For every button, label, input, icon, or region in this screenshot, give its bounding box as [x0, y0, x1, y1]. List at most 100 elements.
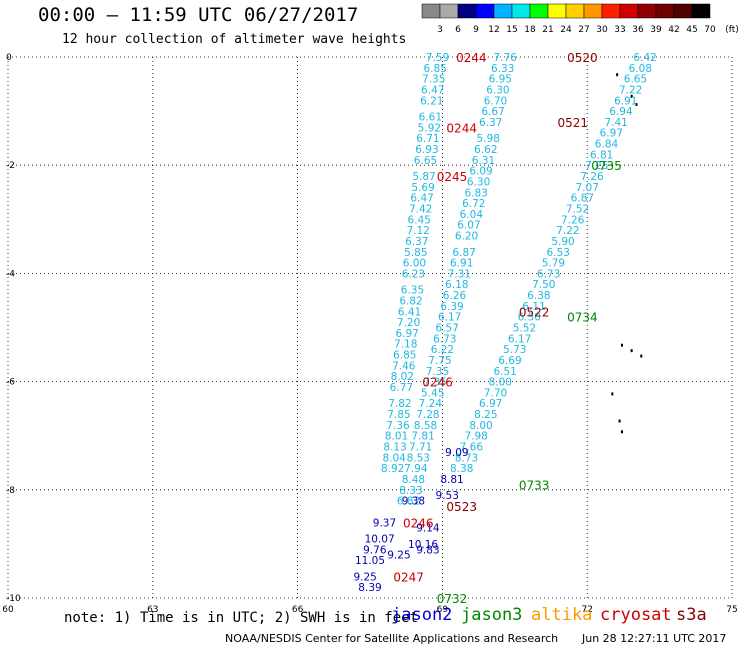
swh-value-label: 6.00: [403, 258, 426, 270]
colorbar-label: 39: [650, 25, 662, 35]
chart-title: 00:00 – 11:59 UTC 06/27/2017: [38, 4, 359, 26]
swh-value-label: 8.00: [489, 377, 512, 389]
swh-value-label: 7.81: [411, 431, 434, 443]
colorbar-label: 15: [506, 25, 517, 35]
swh-value-label: 7.82: [388, 398, 411, 410]
colorbar-label: 24: [560, 25, 572, 35]
swh-value-label: 6.82: [399, 295, 422, 307]
swh-value-label: 6.47: [410, 193, 433, 205]
swh-value-label: 6.53: [547, 247, 570, 259]
swh-value-label: 6.67: [481, 106, 504, 118]
swh-value-label: 7.26: [580, 171, 604, 183]
swh-value-label: 7.75: [428, 355, 451, 367]
swh-value-label: 6.65: [414, 155, 437, 167]
swh-value-label: 7.71: [409, 442, 432, 454]
colorbar-label: 3: [437, 25, 443, 35]
swh-value-label: 5.69: [411, 182, 434, 194]
pass-time-label: 0520: [567, 51, 598, 65]
pass-time-label: 0523: [446, 500, 477, 514]
swh-value-label: 7.41: [604, 117, 627, 129]
swh-value-label: 7.26: [561, 214, 585, 226]
colorbar-label: 12: [488, 25, 499, 35]
colorbar-label: (ft): [725, 25, 739, 35]
swh-value-label: 6.97: [395, 328, 418, 340]
colorbar-swatch: [691, 3, 711, 19]
colorbar-label: 36: [632, 25, 644, 35]
x-tick-label: 72: [581, 605, 592, 615]
swh-value-label: 6.91: [614, 95, 637, 107]
swh-value-label: 6.51: [493, 366, 516, 378]
pass-time-label: 0521: [557, 116, 588, 130]
swh-value-label: 6.65: [624, 74, 647, 86]
footer-note: note: 1) Time is in UTC; 2) SWH is in fe…: [64, 610, 419, 626]
swh-value-label: 6.57: [436, 323, 459, 335]
colorbar-label: 45: [686, 25, 697, 35]
swh-value-label: 6.33: [491, 63, 514, 75]
swh-value-label: 8.33: [399, 485, 422, 497]
swh-value-label: 7.94: [404, 463, 428, 475]
swh-value-label: 6.61: [419, 112, 442, 124]
swh-value-label: 8.25: [474, 409, 497, 421]
legend-jason2: jason2: [391, 605, 453, 625]
swh-value-label: 6.11: [522, 301, 545, 313]
swh-value-label: 6.95: [489, 74, 512, 86]
pass-time-label: 0735: [591, 159, 622, 173]
swh-value-label: 6.73: [537, 268, 560, 280]
pass-time-label: 0522: [519, 305, 550, 319]
swh-value-label: 6.37: [405, 236, 428, 248]
swh-value-label: 7.36: [386, 420, 410, 432]
swh-value-label: 6.97: [479, 398, 502, 410]
colorbar-label: 70: [704, 25, 716, 35]
colorbar-label: 42: [668, 25, 679, 35]
swh-value-label: 6.93: [415, 144, 438, 156]
legend-s3a: s3a: [676, 605, 707, 625]
swh-value-label: 5.98: [477, 133, 500, 145]
swh-value-label: 6.50: [518, 312, 541, 324]
swh-value-label: 5.52: [513, 323, 536, 335]
x-tick-label: 66: [292, 605, 304, 615]
swh-value-label: 8.04: [382, 452, 406, 464]
swh-value-label: 7.25: [585, 160, 608, 172]
swh-value-label: 7.07: [576, 182, 599, 194]
island-mark: [616, 73, 619, 77]
swh-value-label: 8.02: [391, 371, 414, 383]
swh-value-label: 6.31: [472, 155, 495, 167]
swh-value-label: 7.20: [397, 317, 420, 329]
swh-value-label: 6.38: [527, 290, 550, 302]
colorbar-label: 6: [455, 25, 461, 35]
swh-value-label: 6.82: [397, 496, 420, 508]
x-tick-label: 63: [147, 605, 158, 615]
swh-value-label: 6.87: [452, 247, 475, 259]
x-tick-label: 69: [437, 605, 449, 615]
swh-value-label: 5.85: [404, 247, 427, 259]
swh-value-label: 6.30: [486, 84, 509, 96]
swh-value-label: 6.04: [460, 209, 484, 221]
x-tick-label: 75: [726, 605, 737, 615]
swh-value-label: 6.37: [479, 117, 502, 129]
swh-value-label: 8.13: [383, 442, 406, 454]
swh-value-label: 11.05: [355, 555, 385, 567]
credit-timestamp: Jun 28 12:27:11 UTC 2017: [582, 632, 727, 645]
swh-value-label: 9.53: [436, 490, 459, 502]
island-mark: [618, 419, 621, 423]
colorbar-label: 18: [524, 25, 536, 35]
island-mark: [620, 430, 623, 434]
island-mark: [630, 349, 633, 353]
swh-value-label: 7.22: [619, 84, 642, 96]
pass-time-label: 0244: [456, 51, 487, 65]
swh-value-label: 7.50: [532, 279, 555, 291]
swh-value-label: 6.35: [401, 285, 424, 297]
swh-value-label: 6.97: [600, 128, 623, 140]
swh-value-label: 8.38: [450, 463, 473, 475]
swh-value-label: 8.58: [414, 420, 437, 432]
swh-value-label: 7.35: [422, 74, 445, 86]
swh-value-label: 7.98: [464, 431, 487, 443]
pass-time-label: 0734: [567, 311, 598, 325]
swh-value-label: 7.22: [556, 225, 579, 237]
island-mark: [630, 94, 633, 98]
swh-value-label: 9.83: [416, 544, 439, 556]
swh-value-label: 5.87: [412, 171, 435, 183]
legend-altika: altika: [531, 605, 593, 625]
swh-value-label: 6.42: [633, 52, 656, 64]
swh-value-label: 6.26: [443, 290, 467, 302]
